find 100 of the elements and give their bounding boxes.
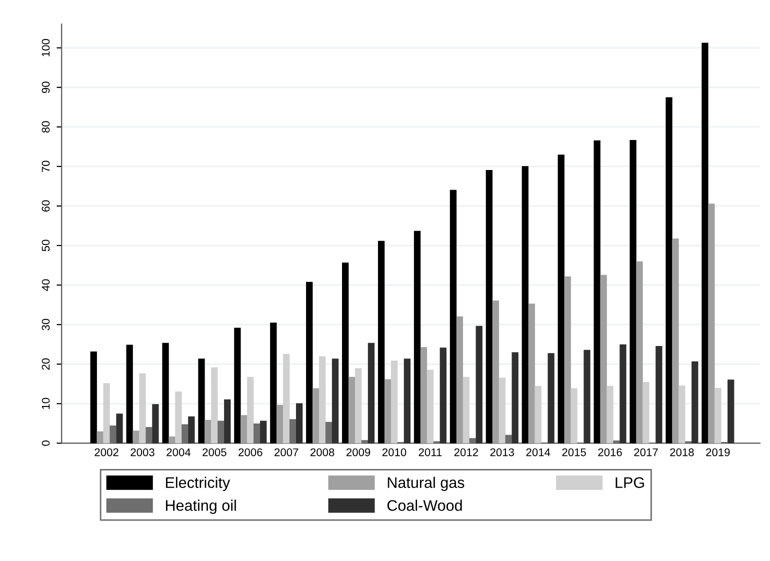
- y-tick-label: 20: [42, 358, 50, 370]
- x-tick-label: 2010: [382, 448, 406, 456]
- bar: [584, 350, 590, 444]
- bar: [426, 370, 434, 444]
- x-tick-label: 2018: [670, 448, 694, 456]
- bar: [319, 356, 326, 444]
- bar: [613, 440, 620, 444]
- bar: [558, 154, 564, 444]
- y-tick-label: 80: [42, 121, 50, 133]
- x-tick-label: 2017: [634, 448, 658, 456]
- y-tick-label: 100: [42, 39, 50, 56]
- bar: [714, 388, 722, 444]
- bar: [620, 344, 626, 444]
- bar: [594, 140, 600, 444]
- bar: [450, 190, 457, 444]
- bar: [702, 42, 708, 444]
- bar: [548, 353, 554, 444]
- bar: [361, 440, 368, 444]
- y-tick-label: 10: [42, 398, 50, 409]
- bar: [198, 358, 205, 444]
- bar: [342, 262, 349, 444]
- x-tick-label: 2015: [562, 448, 586, 456]
- y-tick-label: 90: [42, 82, 50, 94]
- bar: [678, 386, 686, 444]
- bar: [90, 352, 97, 444]
- bar: [728, 380, 734, 444]
- bar: [512, 352, 518, 444]
- bar: [312, 388, 320, 444]
- bar: [182, 424, 188, 444]
- bar: [168, 436, 176, 444]
- bar: [126, 344, 133, 444]
- bar: [254, 423, 260, 444]
- bar: [211, 367, 218, 444]
- y-tick-label: 40: [42, 279, 50, 291]
- bar: [234, 328, 241, 444]
- x-tick-label: 2019: [706, 448, 730, 456]
- legend-label: Heating oil: [166, 500, 236, 514]
- bar: [348, 376, 356, 444]
- x-tick-label: 2009: [346, 448, 370, 456]
- bar: [139, 373, 146, 444]
- bar: [116, 414, 123, 444]
- bar: [600, 274, 607, 444]
- bar: [404, 358, 411, 444]
- legend-label: Electricity: [166, 476, 230, 492]
- legend-label: Coal-Wood: [387, 500, 462, 511]
- bar: [498, 378, 506, 444]
- bar: [476, 326, 482, 444]
- bar: [440, 348, 446, 444]
- bar: [469, 438, 476, 444]
- bar: [132, 430, 140, 444]
- bar: [606, 386, 614, 444]
- bar: [534, 386, 542, 444]
- legend-label: Natural gas: [388, 476, 464, 492]
- bar: [642, 382, 650, 444]
- x-tick-label: 2016: [598, 448, 622, 456]
- bar: [672, 238, 679, 444]
- y-tick-label: 60: [42, 200, 50, 212]
- x-tick-label: 2014: [526, 448, 550, 456]
- bar: [290, 419, 296, 444]
- x-tick-label: 2003: [130, 448, 154, 456]
- bar: [522, 166, 528, 444]
- x-tick-label: 2012: [454, 448, 478, 456]
- bar: [420, 347, 428, 444]
- bar: [570, 388, 578, 444]
- bar: [692, 361, 698, 444]
- y-tick-label: 70: [42, 160, 50, 172]
- bar: [296, 403, 303, 444]
- bar: [325, 422, 332, 444]
- bar: [708, 204, 715, 444]
- bar: [332, 358, 339, 444]
- bar: [666, 97, 672, 444]
- bar: [283, 354, 290, 444]
- bar: [456, 316, 464, 444]
- x-tick-label: 2002: [94, 448, 118, 456]
- bar: [306, 282, 313, 444]
- bar: [378, 240, 385, 444]
- bar: [390, 360, 398, 444]
- x-tick-label: 2005: [202, 448, 226, 456]
- bar: [110, 425, 116, 444]
- x-tick-label: 2007: [274, 448, 298, 456]
- bar: [247, 376, 254, 444]
- bar: [656, 346, 662, 444]
- x-tick-label: 2004: [166, 448, 191, 456]
- bar: [528, 304, 535, 444]
- y-tick-label: 50: [42, 240, 50, 252]
- bar: [492, 300, 499, 444]
- bar: [204, 420, 212, 444]
- bar: [270, 322, 277, 444]
- bar: [218, 420, 224, 444]
- bar: [103, 383, 110, 444]
- x-tick-label: 2011: [418, 448, 442, 456]
- bar: [414, 230, 421, 444]
- bar: [188, 416, 195, 444]
- x-tick-label: 2013: [490, 448, 514, 456]
- bar: [224, 399, 231, 444]
- bar: [152, 404, 159, 444]
- bar: [462, 376, 470, 444]
- bar: [354, 368, 362, 444]
- bar: [276, 404, 284, 444]
- y-tick-label: 30: [42, 318, 50, 330]
